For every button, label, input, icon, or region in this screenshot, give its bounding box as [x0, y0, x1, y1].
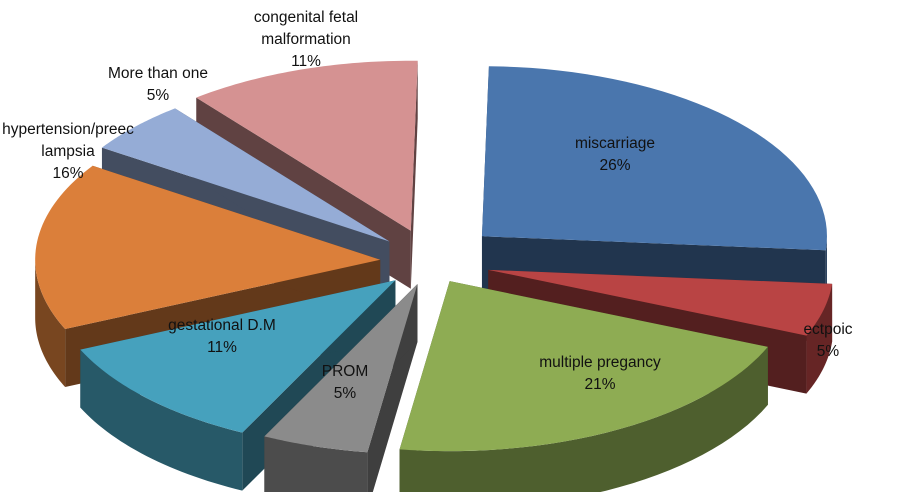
- pie-slice-top: [35, 165, 381, 330]
- pie-label-percent: 5%: [147, 87, 170, 104]
- pie-label-percent: 11%: [291, 53, 321, 70]
- pie-slice-side: [80, 349, 243, 491]
- pie-labels: miscarriage 26% ectpoic 5% multiple pregancy…: [2, 9, 853, 402]
- pie-label-6: More than one 5%: [108, 65, 208, 104]
- pie-slices: [35, 60, 833, 492]
- pie-label-text: ectpoic: [803, 321, 852, 338]
- pie-label-1: ectpoic 5%: [803, 321, 852, 360]
- pie-slice-top: [399, 281, 768, 452]
- pie-slice-top: [481, 66, 827, 251]
- pie-slice-top: [264, 284, 418, 453]
- pie-slice-side: [806, 283, 833, 394]
- pie-label-text: congenital fetal: [254, 9, 358, 26]
- pie-label-5: hypertension/preec lampsia 16%: [2, 121, 134, 182]
- pie-label-percent: 21%: [584, 376, 615, 393]
- pie-label-text: malformation: [261, 31, 351, 48]
- pie-label-percent: 5%: [817, 343, 840, 360]
- pie-slice-side: [35, 259, 66, 388]
- pie-slice-top: [488, 269, 833, 336]
- pie-slice-wall: [410, 60, 418, 289]
- pie-label-text: gestational D.M: [168, 317, 276, 334]
- pie-label-percent: 5%: [334, 385, 357, 402]
- pie-slice-top: [101, 108, 390, 242]
- pie-label-3: PROM 5%: [322, 363, 369, 402]
- pie-slice-top: [80, 280, 396, 433]
- pie-label-text: miscarriage: [575, 135, 655, 152]
- pie-label-7: congenital fetal malformation 11%: [254, 9, 358, 70]
- pie-label-percent: 26%: [599, 157, 630, 174]
- pie-label-4: gestational D.M 11%: [168, 317, 276, 356]
- pie-label-0: miscarriage 26%: [575, 135, 655, 174]
- pie-label-2: multiple pregancy 21%: [539, 354, 661, 393]
- pie-label-percent: 11%: [207, 339, 237, 356]
- pie-slice-3: [264, 284, 418, 492]
- pie-label-text: PROM: [322, 363, 369, 380]
- pie-label-text: More than one: [108, 65, 208, 82]
- pie-label-text: lampsia: [41, 143, 95, 160]
- pie-slice-side: [399, 346, 768, 492]
- pie-label-text: hypertension/preec: [2, 121, 134, 138]
- pie-slice-top: [196, 60, 418, 231]
- pie-label-text: multiple pregancy: [539, 354, 661, 371]
- pie-slice-side: [264, 436, 368, 492]
- pie-slice-2: [399, 281, 768, 492]
- pie-label-percent: 16%: [52, 165, 83, 182]
